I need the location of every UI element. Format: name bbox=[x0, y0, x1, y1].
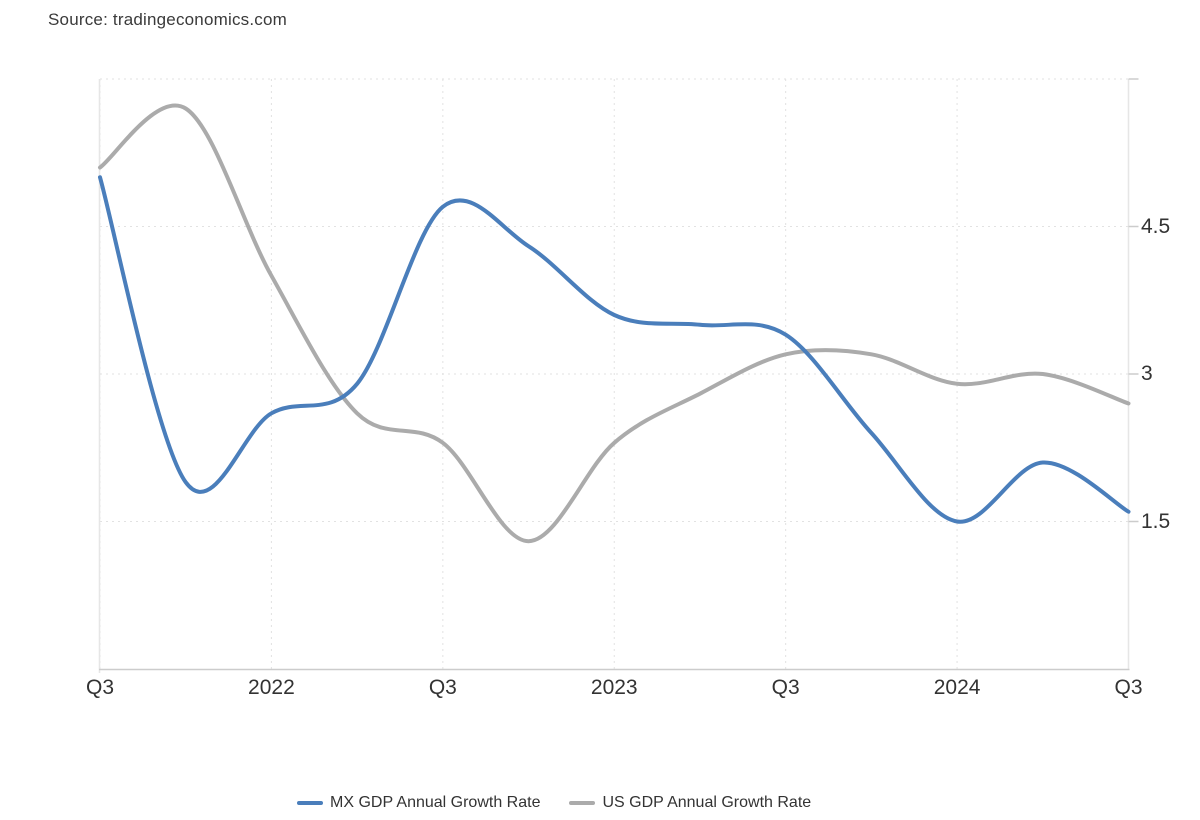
us-series-line[interactable] bbox=[98, 103, 1131, 544]
legend-label: US GDP Annual Growth Rate bbox=[602, 794, 812, 811]
line-chart-canvas bbox=[98, 78, 1139, 673]
legend-item-us[interactable]: US GDP Annual Growth Rate bbox=[569, 794, 811, 812]
x-axis-label: Q3 bbox=[85, 676, 115, 699]
y-axis-label: 4.5 bbox=[1141, 214, 1171, 238]
legend: MX GDP Annual Growth Rate US GDP Annual G… bbox=[297, 792, 811, 814]
legend-item-mx[interactable]: MX GDP Annual Growth Rate bbox=[297, 794, 540, 812]
x-axis-label: Q3 bbox=[1114, 676, 1143, 699]
x-axis-label: 2024 bbox=[933, 676, 981, 699]
mx-series-line[interactable] bbox=[98, 175, 1131, 524]
y-axis-label: 3 bbox=[1141, 362, 1153, 385]
us-series-swatch bbox=[569, 801, 596, 805]
x-axis-label: 2022 bbox=[248, 676, 295, 699]
legend-label: MX GDP Annual Growth Rate bbox=[330, 794, 541, 811]
y-axis-label: 1.5 bbox=[1141, 509, 1171, 533]
mx-series-swatch bbox=[297, 801, 323, 805]
source-note: Source: tradingeconomics.com bbox=[48, 10, 287, 29]
x-axis-label: 2023 bbox=[590, 676, 638, 699]
x-axis-label: Q3 bbox=[771, 676, 800, 699]
x-axis-label: Q3 bbox=[428, 676, 457, 699]
